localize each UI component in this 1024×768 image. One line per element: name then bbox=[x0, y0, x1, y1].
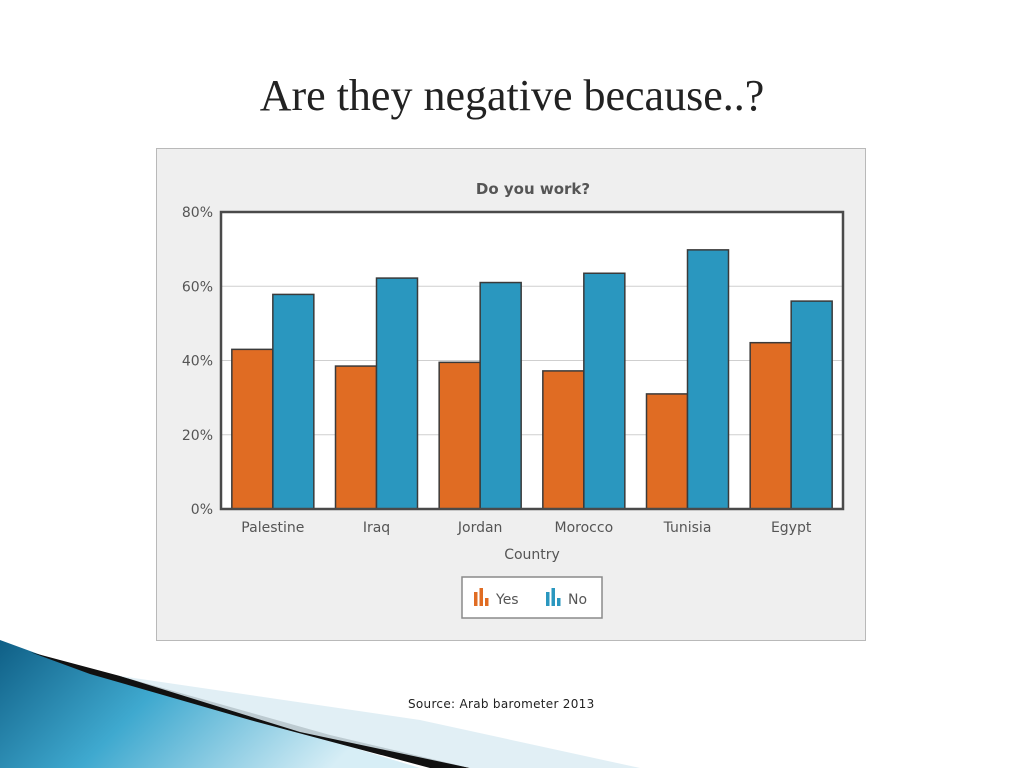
legend-no-icon bbox=[546, 588, 561, 606]
bar-no-palestine bbox=[272, 293, 315, 510]
slide-title: Are they negative because..? bbox=[259, 71, 765, 120]
decorative-swoosh bbox=[0, 640, 640, 768]
x-tick-label: Tunisia bbox=[663, 520, 712, 536]
grid-lines bbox=[221, 285, 843, 436]
legend-label-no: No bbox=[568, 592, 587, 608]
x-tick-label: Jordan bbox=[457, 520, 503, 536]
y-tick-label: 20% bbox=[182, 428, 213, 444]
legend-box bbox=[461, 576, 603, 619]
legend[interactable]: Yes No bbox=[461, 576, 603, 619]
bar-yes-iraq bbox=[334, 365, 378, 510]
legend-label-yes: Yes bbox=[495, 592, 519, 608]
y-tick-label: 60% bbox=[182, 279, 213, 295]
bar-no-tunisia bbox=[686, 249, 730, 510]
bar-no-egypt bbox=[790, 300, 833, 510]
bar-yes-palestine bbox=[231, 348, 274, 510]
bar-yes-morocco bbox=[542, 370, 585, 510]
legend-yes-icon bbox=[474, 588, 489, 606]
source-caption: Source: Arab barometer 2013 bbox=[408, 697, 595, 711]
y-tick-label: 40% bbox=[182, 354, 213, 370]
bar-yes-jordan bbox=[438, 361, 481, 510]
x-tick-label: Palestine bbox=[241, 520, 304, 536]
x-tick-label: Iraq bbox=[363, 520, 390, 536]
bar-chart: Do you work? 0% 20% 40% 60% 80% Palestine Ira… bbox=[182, 180, 845, 619]
plot-border bbox=[219, 210, 845, 511]
bar-no-iraq bbox=[375, 277, 419, 510]
bar-no-morocco bbox=[583, 272, 626, 510]
bar-yes-egypt bbox=[749, 341, 792, 510]
chart-frame: Do you work? 0% 20% 40% 60% 80% Palestine Ira… bbox=[156, 148, 866, 641]
x-tick-label: Morocco bbox=[555, 520, 614, 536]
y-tick-label: 80% bbox=[182, 205, 213, 221]
x-tick-label: Egypt bbox=[771, 520, 812, 536]
y-tick-label: 0% bbox=[191, 502, 213, 518]
x-axis-label: Country bbox=[504, 547, 560, 563]
bar-no-jordan bbox=[479, 281, 522, 510]
chart-title: Do you work? bbox=[476, 180, 590, 198]
bar-yes-tunisia bbox=[645, 393, 689, 510]
bars bbox=[231, 249, 833, 510]
x-axis-ticks: Palestine Iraq Jordan Morocco Tunisia Egypt bbox=[241, 520, 812, 536]
y-axis-ticks: 0% 20% 40% 60% 80% bbox=[182, 205, 213, 518]
